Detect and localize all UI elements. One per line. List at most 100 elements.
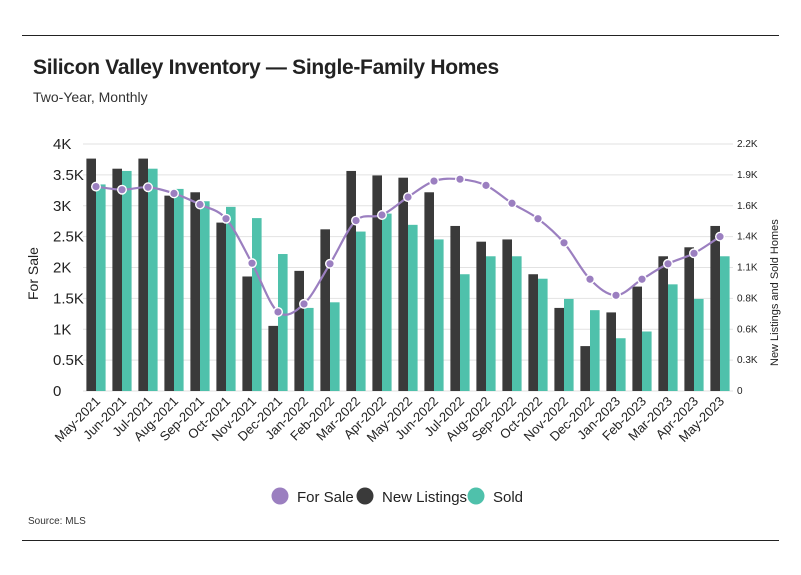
bar-new-listings <box>294 270 304 391</box>
bar-sold <box>408 224 418 391</box>
bar-sold <box>590 310 600 391</box>
for-sale-point <box>299 298 310 309</box>
y-axis-title: For Sale <box>25 247 41 300</box>
bar-new-listings <box>320 229 330 391</box>
bar-sold <box>616 338 626 391</box>
bar-new-listings <box>580 346 590 391</box>
y2-tick-label: 0.8K <box>737 293 758 304</box>
chart-subtitle: Two-Year, Monthly <box>33 89 148 105</box>
for-sale-point <box>533 213 544 224</box>
bar-sold <box>538 278 548 391</box>
for-sale-point <box>637 274 648 285</box>
bar-sold <box>668 284 678 391</box>
bar-sold <box>694 298 704 391</box>
bar-sold <box>122 170 132 391</box>
bar-sold <box>304 307 314 391</box>
bar-new-listings <box>424 192 434 391</box>
bar-sold <box>460 274 470 391</box>
bar-new-listings <box>502 239 512 391</box>
y2-tick-label: 1.4K <box>737 232 758 243</box>
y-tick-label: 3K <box>53 198 71 215</box>
for-sale-point <box>351 215 362 226</box>
bar-sold <box>564 298 574 391</box>
for-sale-point <box>455 174 466 185</box>
for-sale-point <box>403 192 414 203</box>
bar-new-listings <box>476 241 486 391</box>
for-sale-point <box>168 188 179 199</box>
bar-new-listings <box>242 276 252 391</box>
y2-tick-label: 2.2K <box>737 139 758 150</box>
for-sale-point <box>142 182 153 193</box>
y-tick-label: 0 <box>53 383 61 400</box>
bar-new-listings <box>658 256 668 391</box>
bar-new-listings <box>86 158 96 391</box>
bar-sold <box>252 218 262 391</box>
bar-new-listings <box>398 177 408 391</box>
for-sale-point <box>481 180 492 191</box>
legend-marker <box>271 487 289 505</box>
bar-new-listings <box>112 168 122 391</box>
for-sale-point <box>689 248 700 259</box>
bar-new-listings <box>268 325 278 391</box>
legend-marker <box>467 487 485 505</box>
for-sale-point <box>559 237 570 248</box>
bar-new-listings <box>528 274 538 391</box>
bar-new-listings <box>138 158 148 391</box>
y2-tick-label: 0.3K <box>737 355 758 366</box>
bar-sold <box>434 239 444 391</box>
bottom-rule <box>22 540 779 541</box>
bar-new-listings <box>216 222 226 391</box>
bar-sold <box>148 168 158 391</box>
y2-axis-title: New Listings and Sold Homes <box>769 219 781 366</box>
bar-sold <box>512 256 522 391</box>
bar-new-listings <box>346 170 356 391</box>
y2-tick-label: 0 <box>737 386 743 397</box>
bar-new-listings <box>606 312 616 391</box>
bar-new-listings <box>164 195 174 391</box>
top-rule <box>22 35 779 36</box>
for-sale-point <box>663 258 674 269</box>
for-sale-point <box>220 213 231 224</box>
chart-title: Silicon Valley Inventory — Single-Family… <box>33 56 499 79</box>
bar-new-listings <box>450 225 460 391</box>
for-sale-point <box>715 231 726 242</box>
bar-sold <box>642 331 652 391</box>
bar-new-listings <box>554 307 564 391</box>
bar-sold <box>330 302 340 391</box>
legend-label: Sold <box>493 489 523 506</box>
for-sale-point <box>116 184 127 195</box>
bar-new-listings <box>372 175 382 391</box>
y-tick-label: 1K <box>53 321 71 338</box>
bar-sold <box>356 231 366 391</box>
legend-label: For Sale <box>297 489 354 506</box>
y-tick-label: 2K <box>53 260 71 277</box>
for-sale-point <box>246 258 257 269</box>
source-note: Source: MLS <box>28 516 86 527</box>
bar-new-listings <box>190 192 200 391</box>
for-sale-point <box>90 181 101 192</box>
for-sale-point <box>273 306 284 317</box>
bar-new-listings <box>632 286 642 391</box>
y2-tick-label: 1.6K <box>737 201 758 212</box>
bar-new-listings <box>710 225 720 391</box>
for-sale-point <box>429 176 440 187</box>
y2-tick-label: 0.6K <box>737 324 758 335</box>
for-sale-point <box>507 198 518 209</box>
y-tick-label: 0.5K <box>53 352 84 369</box>
bar-sold <box>278 254 288 391</box>
for-sale-point <box>194 199 205 210</box>
y-tick-label: 3.5K <box>53 167 84 184</box>
y-tick-label: 1.5K <box>53 290 84 307</box>
bar-sold <box>720 256 730 391</box>
bar-sold <box>174 188 184 391</box>
y-tick-label: 4K <box>53 136 71 153</box>
y2-tick-label: 1.1K <box>737 263 758 274</box>
bar-sold <box>226 206 236 391</box>
for-sale-point <box>611 290 622 301</box>
bar-sold <box>486 256 496 391</box>
for-sale-point <box>377 210 388 221</box>
for-sale-point <box>325 258 336 269</box>
bar-sold <box>96 184 106 391</box>
legend-marker <box>356 487 374 505</box>
